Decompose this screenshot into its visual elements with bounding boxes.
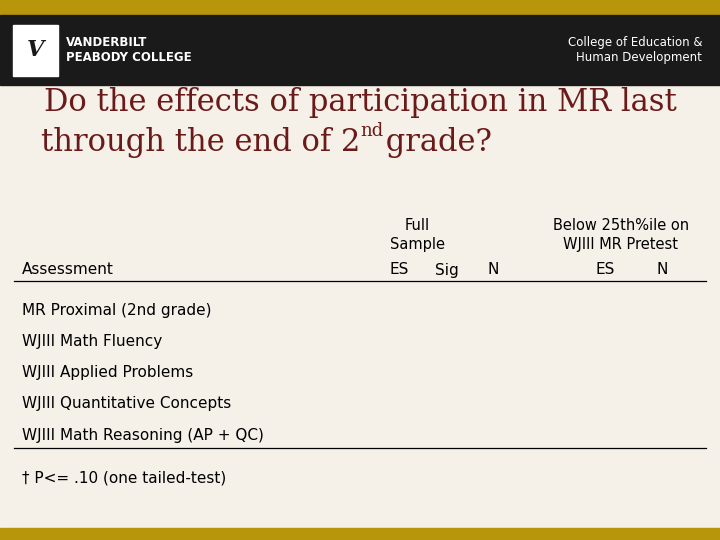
Text: † P<= .10 (one tailed-test): † P<= .10 (one tailed-test) <box>22 470 226 485</box>
Text: ES: ES <box>390 262 409 278</box>
Text: WJIII Math Reasoning (AP + QC): WJIII Math Reasoning (AP + QC) <box>22 428 264 443</box>
Text: WJIII Quantitative Concepts: WJIII Quantitative Concepts <box>22 396 231 411</box>
Text: N: N <box>487 262 499 278</box>
Text: Full
Sample: Full Sample <box>390 218 445 252</box>
Text: through the end of 2: through the end of 2 <box>40 127 360 158</box>
Text: Assessment: Assessment <box>22 262 114 278</box>
Text: WJIII Math Fluency: WJIII Math Fluency <box>22 334 162 349</box>
Text: VANDERBILT
PEABODY COLLEGE: VANDERBILT PEABODY COLLEGE <box>66 36 192 64</box>
Text: V: V <box>27 39 44 61</box>
Bar <box>13 25 58 76</box>
Text: ES: ES <box>595 262 614 278</box>
Text: grade?: grade? <box>376 127 492 158</box>
Bar <box>0 15 720 85</box>
Text: N: N <box>657 262 668 278</box>
Text: nd: nd <box>360 122 383 140</box>
Bar <box>0 528 720 540</box>
Bar <box>0 0 720 15</box>
Text: College of Education &
Human Development: College of Education & Human Development <box>567 36 702 64</box>
Text: Sig: Sig <box>435 262 458 278</box>
Text: WJIII Applied Problems: WJIII Applied Problems <box>22 365 193 380</box>
Text: Do the effects of participation in MR last: Do the effects of participation in MR la… <box>44 87 676 118</box>
Text: MR Proximal (2nd grade): MR Proximal (2nd grade) <box>22 303 211 318</box>
Text: Below 25th%ile on
WJIII MR Pretest: Below 25th%ile on WJIII MR Pretest <box>552 218 689 252</box>
